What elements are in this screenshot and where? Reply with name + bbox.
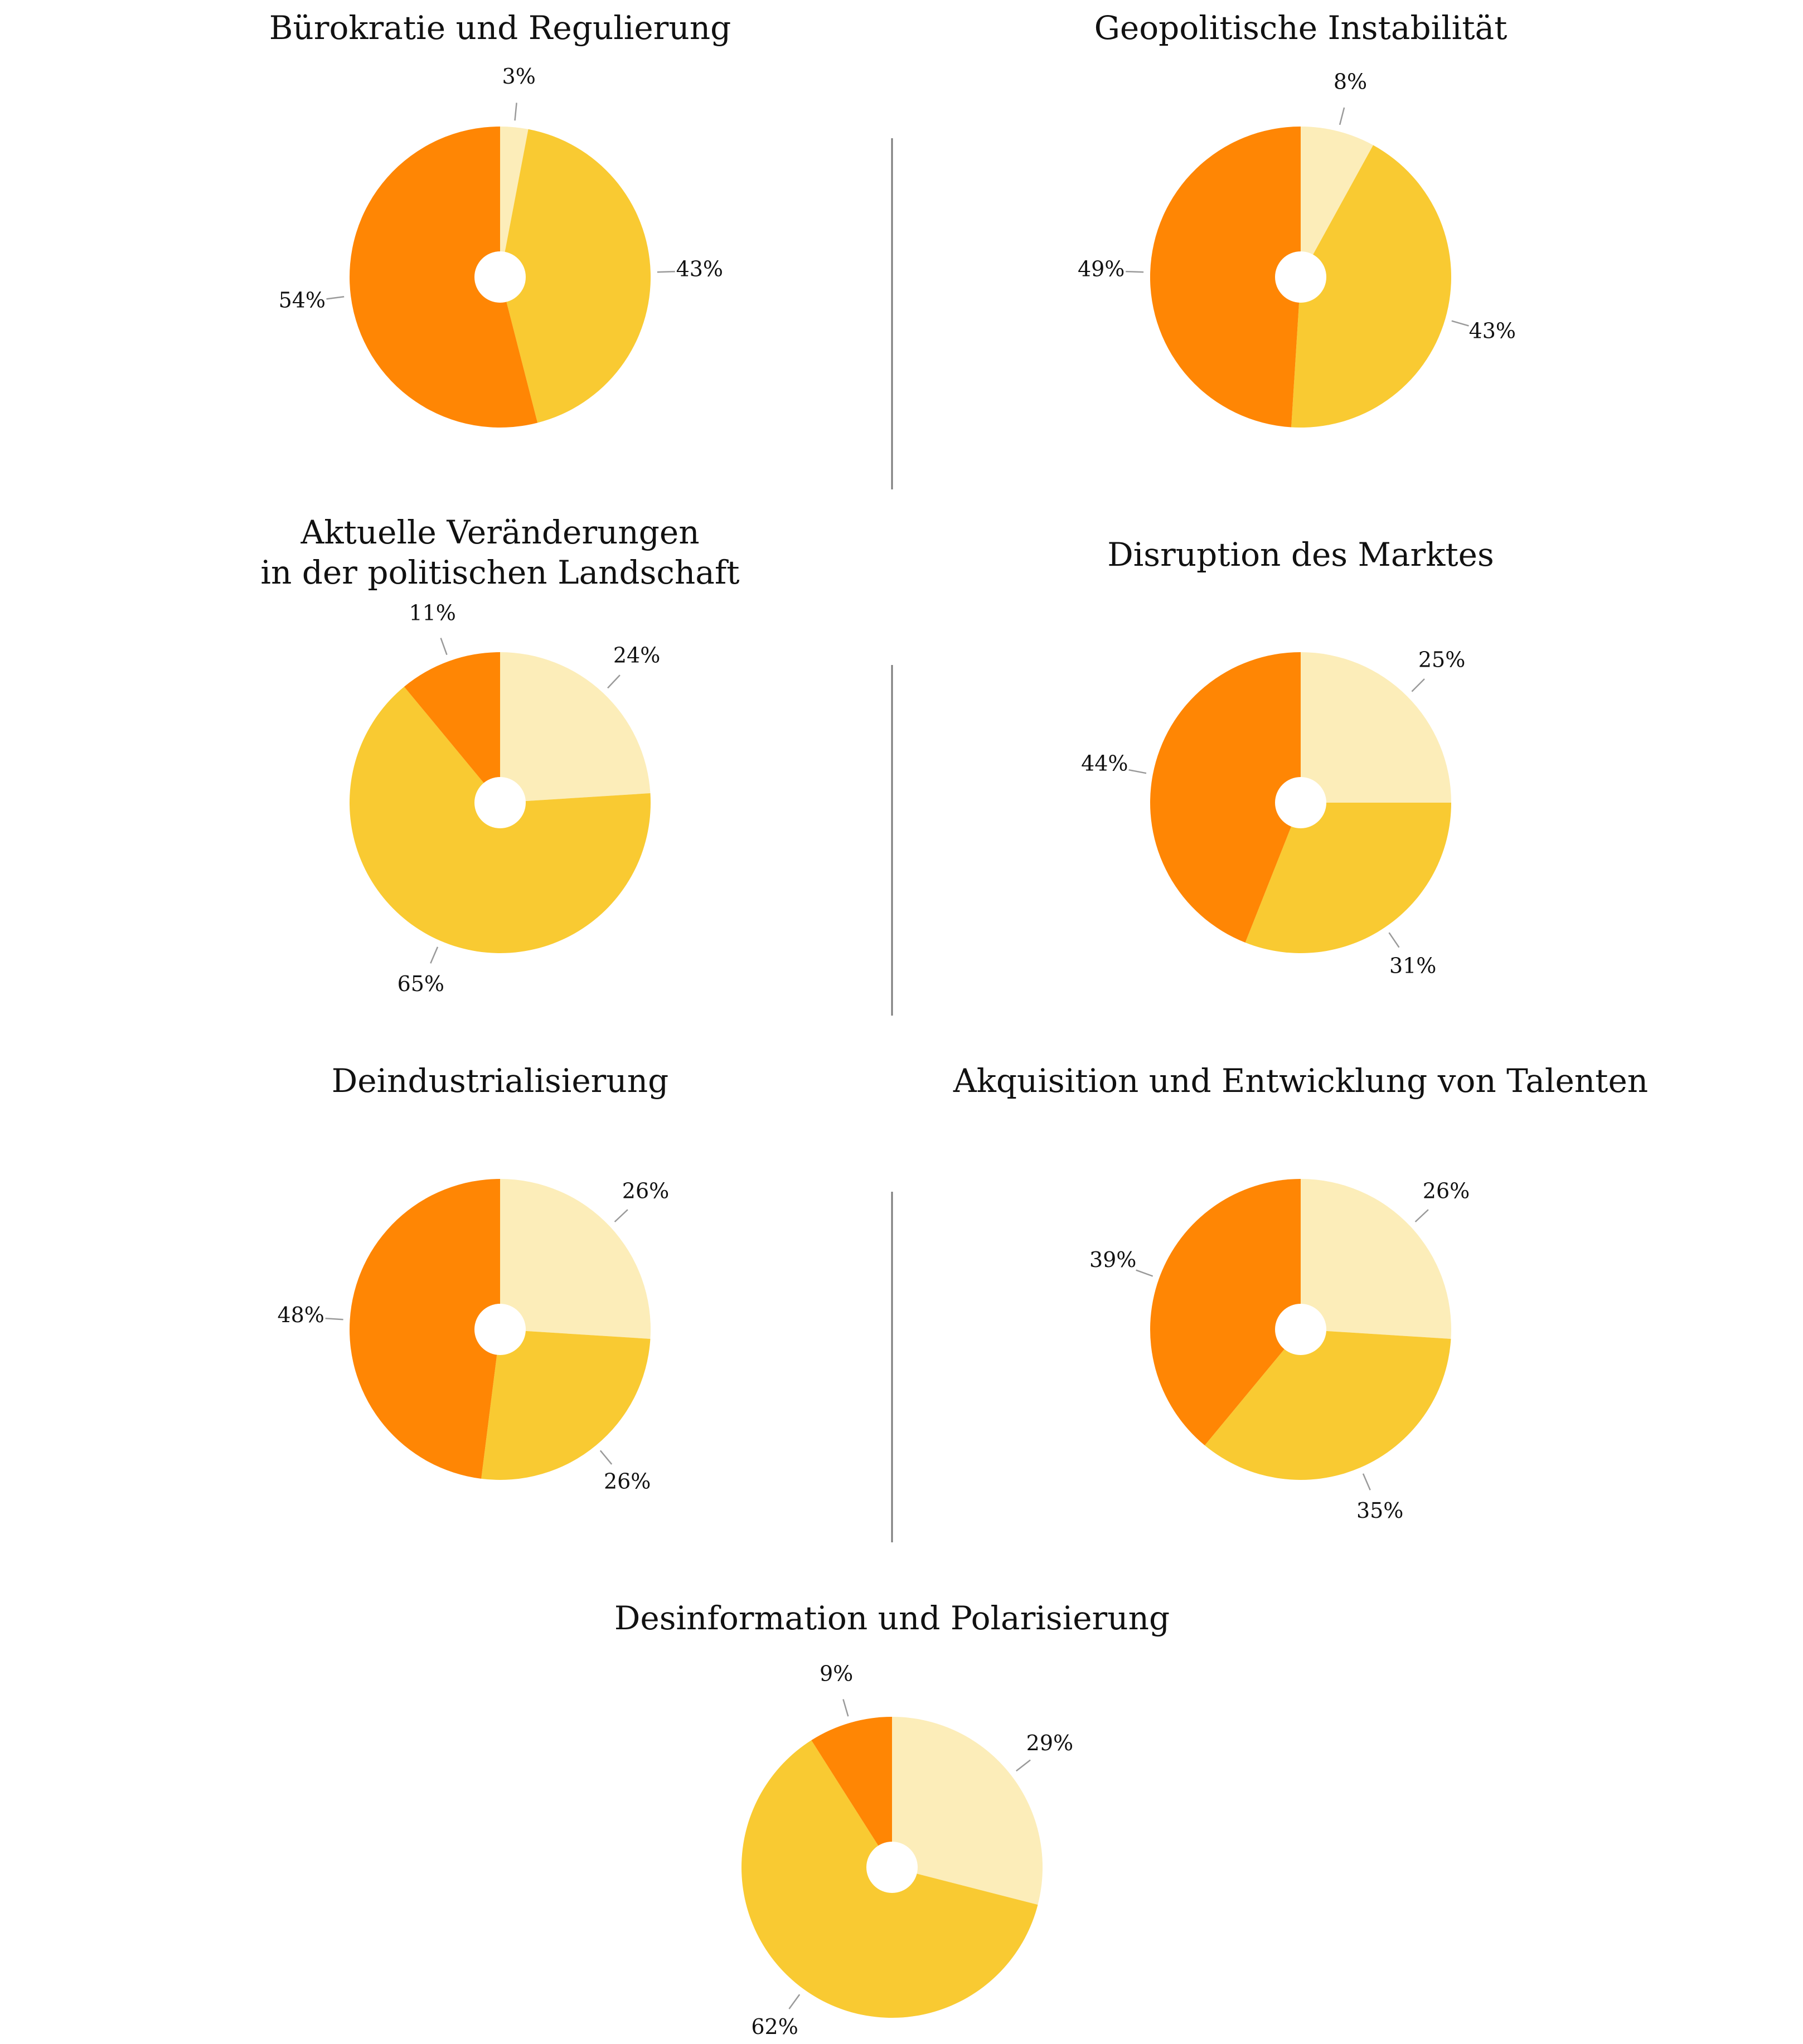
leader-line (1388, 932, 1400, 948)
pie-chart: Disruption des Marktes 25% 31% 44% (1081, 536, 1494, 978)
pie-slice (481, 1329, 651, 1480)
percentage-label: 48% (277, 1303, 324, 1327)
pie-chart: Desinformation und Polarisierung 29% 62% 9% (614, 1599, 1170, 2039)
pie-slice (1291, 145, 1451, 428)
percentage-label: 8% (1334, 70, 1367, 94)
percentage-label: 26% (622, 1178, 669, 1203)
pie-slice (350, 1179, 500, 1479)
percentage-label: 24% (613, 643, 660, 668)
percentage-label: 43% (676, 256, 723, 281)
pie-slice (1150, 1179, 1301, 1446)
chart-title: in der politischen Landschaft (260, 554, 739, 591)
chart-title: Geopolitische Instabilität (1094, 9, 1508, 47)
pie-slice (500, 127, 529, 277)
pie-slice (500, 652, 651, 803)
percentage-label: 11% (409, 601, 455, 625)
percentage-label: 3% (502, 64, 536, 89)
leader-line (1136, 1269, 1153, 1277)
leader-line (1414, 1209, 1429, 1222)
pie-slice (404, 652, 500, 803)
donut-hole (1275, 777, 1326, 828)
pie-slice (1150, 652, 1301, 943)
pie-slice (500, 129, 651, 423)
leader-line (325, 1318, 343, 1320)
percentage-label: 62% (751, 2014, 798, 2039)
leader-line (1362, 1473, 1371, 1490)
pie-slice (1301, 127, 1374, 277)
leader-line (788, 1994, 801, 2009)
chart-title: Deindustrialisierung (332, 1062, 668, 1100)
pie-slice (1301, 1179, 1452, 1339)
leader-line (1339, 107, 1345, 125)
pie-slice (1301, 652, 1451, 803)
chart-title: Akquisition und Entwicklung von Talenten (953, 1062, 1648, 1100)
donut-hole (474, 251, 526, 303)
pie-slice (1150, 127, 1301, 428)
chart-title: Disruption des Marktes (1107, 536, 1494, 574)
pie-slice (1245, 803, 1451, 953)
leader-line (1128, 769, 1147, 774)
leader-line (1451, 320, 1469, 327)
leader-line (514, 103, 517, 121)
chart-title: Desinformation und Polarisierung (614, 1599, 1170, 1637)
leader-line (657, 270, 675, 273)
percentage-label: 9% (820, 1662, 853, 1686)
percentage-label: 26% (1423, 1178, 1470, 1203)
leader-line (430, 946, 439, 964)
pie-slice (892, 1717, 1043, 1905)
percentage-label: 44% (1081, 751, 1128, 775)
leader-line (326, 296, 345, 300)
pie-slice (500, 1179, 651, 1339)
pie-slice (350, 127, 538, 428)
percentage-label: 43% (1469, 318, 1516, 343)
percentage-label: 65% (398, 972, 444, 996)
percentage-label: 35% (1356, 1498, 1403, 1523)
percentage-label: 49% (1078, 256, 1125, 281)
leader-line (1411, 678, 1425, 692)
percentage-label: 39% (1089, 1247, 1136, 1272)
percentage-label: 26% (604, 1469, 651, 1493)
donut-hole (1275, 1304, 1326, 1355)
donut-hole (1275, 251, 1326, 303)
leader-line (1016, 1759, 1031, 1772)
pie-chart: Akquisition und Entwicklung von Talenten… (953, 1062, 1648, 1523)
chart-title: Bürokratie und Regulierung (269, 9, 731, 47)
percentage-label: 25% (1418, 647, 1465, 672)
leader-line (842, 1699, 849, 1717)
pie-chart: Deindustrialisierung 26% 26% 48% (277, 1062, 669, 1493)
pie-slice (811, 1717, 892, 1867)
leader-line (614, 1209, 628, 1222)
leader-line (607, 674, 621, 689)
percentage-label: 54% (279, 288, 326, 312)
donut-hole (474, 1304, 526, 1355)
pie-chart: Geopolitische Instabilität 8% 43% 49% (1078, 9, 1516, 428)
donut-hole (474, 777, 526, 828)
pie-chart: Bürokratie und Regulierung 3% 43% 54% (269, 9, 731, 428)
leader-line (599, 1450, 613, 1465)
leader-line (1126, 270, 1144, 273)
percentage-label: 31% (1389, 954, 1436, 978)
donut-hole (866, 1842, 918, 1893)
percentage-label: 29% (1026, 1731, 1073, 1755)
pie-slice (1204, 1329, 1451, 1480)
chart-title: Aktuelle Veränderungen (300, 513, 699, 551)
leader-line (440, 638, 448, 656)
